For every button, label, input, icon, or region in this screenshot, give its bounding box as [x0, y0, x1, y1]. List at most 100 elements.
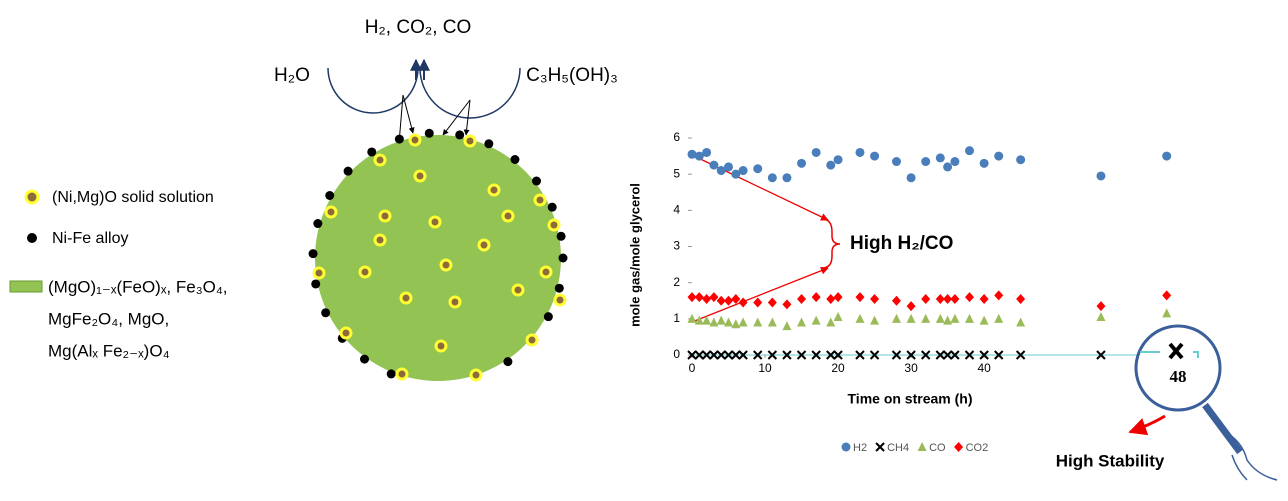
data-point	[965, 292, 974, 302]
data-point	[1096, 171, 1105, 180]
graphical-abstract: H₂, CO₂, CO H₂O C₃H₅(OH)₃ (Ni,Mg)O solid…	[0, 0, 1288, 496]
data-point	[870, 294, 879, 304]
alloy-particle	[544, 312, 553, 321]
data-point	[921, 314, 930, 323]
data-point	[950, 294, 959, 304]
data-point	[695, 292, 704, 302]
reaction-arc	[328, 68, 418, 113]
data-point	[994, 314, 1003, 323]
legend-label: Ni-Fe alloy	[52, 230, 128, 247]
data-point	[870, 316, 879, 325]
y-tick-label: 5	[673, 166, 680, 180]
solid-solution-site	[555, 295, 565, 305]
solid-solution-site	[341, 328, 351, 338]
data-point	[1016, 294, 1025, 304]
y-axis-label: mole gas/mole glycerol	[627, 183, 642, 327]
data-point	[797, 159, 806, 168]
legend-label: CH4	[887, 442, 909, 454]
x-tick-label: 30	[904, 361, 918, 375]
data-point	[1162, 308, 1171, 317]
data-point	[980, 294, 989, 304]
x-tick-label: 20	[831, 361, 845, 375]
data-point	[797, 317, 806, 326]
alloy-particle	[309, 249, 318, 258]
data-point	[702, 148, 711, 157]
data-point	[965, 146, 974, 155]
alloy-particle	[387, 369, 396, 378]
data-point	[724, 296, 733, 306]
solid-solution-site	[535, 195, 545, 205]
data-point	[1096, 312, 1105, 321]
data-point	[994, 290, 1003, 300]
legend-label: H2	[853, 442, 867, 454]
data-point	[782, 173, 791, 182]
data-point	[702, 294, 711, 304]
magnifier-label: 48	[1170, 367, 1187, 386]
data-point	[782, 299, 791, 309]
legend-label: (MgO)₁₋ₓ(FeO)ₓ, Fe₃O₄,	[48, 277, 228, 296]
solid-solution-site	[360, 267, 370, 277]
stability-arrow	[1130, 416, 1165, 432]
data-point	[907, 314, 916, 323]
legend-label: CO2	[966, 442, 989, 454]
solid-solution-site	[380, 211, 390, 221]
data-point	[709, 317, 718, 326]
y-tick-label: 0	[673, 347, 680, 361]
data-point	[855, 292, 864, 302]
data-point	[709, 161, 718, 170]
data-point	[907, 173, 916, 182]
x-axis-label: Time on stream (h)	[848, 391, 973, 407]
alloy-particle	[367, 147, 376, 156]
data-point	[717, 316, 726, 325]
data-point	[724, 317, 733, 326]
data-point	[1096, 301, 1105, 311]
bracket	[822, 219, 840, 268]
x-tick-label: 40	[977, 361, 991, 375]
solid-solution-site	[401, 293, 411, 303]
data-point	[834, 155, 843, 164]
alloy-particle	[503, 357, 512, 366]
data-point	[1016, 155, 1025, 164]
solid-solution-site	[397, 369, 407, 379]
alloy-particle	[532, 177, 541, 186]
data-point	[812, 148, 821, 157]
products-label: H₂, CO₂, CO	[365, 17, 472, 38]
data-point	[892, 296, 901, 306]
reaction-arc	[420, 68, 520, 118]
alloy-particle	[395, 135, 404, 144]
solid-solution-site	[503, 211, 513, 221]
alloy-particle	[557, 232, 566, 241]
alloy-particle	[313, 219, 322, 228]
data-point	[768, 317, 777, 326]
alloy-particle	[484, 139, 493, 148]
legend-label: MgFe₂O₄, MgO,	[48, 309, 169, 328]
data-point	[739, 317, 748, 326]
legend-label: CO	[929, 442, 946, 454]
legend-label: (Ni,Mg)O solid solution	[52, 189, 214, 206]
legend-marker	[842, 443, 851, 452]
legend-marker	[954, 442, 963, 452]
adsorption-arrow	[403, 95, 413, 133]
data-point	[797, 294, 806, 304]
solid-solution-site	[415, 171, 425, 181]
solid-solution-site	[375, 235, 385, 245]
alloy-particle	[548, 203, 557, 212]
solid-solution-site	[410, 135, 420, 145]
legend-marker	[10, 281, 42, 292]
x-tick-label: 10	[758, 361, 772, 375]
y-tick-label: 4	[673, 203, 680, 217]
alloy-particle	[455, 130, 464, 139]
data-point	[812, 316, 821, 325]
data-point	[921, 294, 930, 304]
data-point	[826, 161, 835, 170]
alloy-particle	[325, 191, 334, 200]
solid-solution-site	[441, 260, 451, 270]
solid-solution-site	[375, 155, 385, 165]
legend-marker	[876, 443, 884, 451]
solid-solution-site	[541, 267, 551, 277]
alloy-particle	[425, 129, 434, 138]
solid-solution-site	[471, 370, 481, 380]
data-point	[834, 312, 843, 321]
data-point	[892, 157, 901, 166]
data-point	[950, 314, 959, 323]
